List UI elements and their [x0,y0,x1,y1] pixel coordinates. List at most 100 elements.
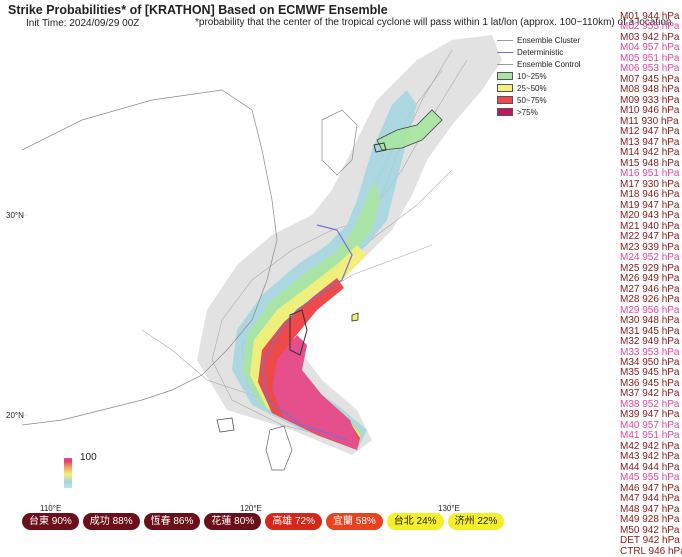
legend-label: 10~25% [517,71,547,81]
legend-label: 50~75% [517,95,547,105]
member-pressure-item: M08 948 hPa [620,84,680,96]
member-pressure-list: M01 944 hPa M02 955 hPa M03 942 hPa M04 957… [620,11,682,557]
member-pressure-item: M50 942 hPa [620,524,680,536]
member-pressure-item: M47 944 hPa [620,493,680,505]
legend-50-75: 50~75% [497,94,581,106]
member-pressure-item: M32 949 hPa [620,336,680,348]
member-pressure-item: M39 947 hPa [620,409,680,421]
member-pressure-item: M03 942 hPa [620,31,680,43]
member-pressure-item: M05 951 hPa [620,52,680,64]
city-probability-badge: 济州 22% [447,513,505,530]
member-pressure-item: M49 928 hPa [620,514,680,526]
member-pressure-item: DET 942 hPa [620,535,680,547]
member-pressure-item: M01 944 hPa [620,11,680,22]
legend-75: >75% [497,106,581,118]
member-pressure-item: M17 930 hPa [620,178,680,190]
member-pressure-item: M48 947 hPa [620,503,680,515]
member-pressure-item: M26 949 hPa [620,273,680,285]
member-pressure-item: M31 945 hPa [620,325,680,337]
island-kyushu [376,109,443,151]
member-pressure-item: M07 945 hPa [620,73,680,85]
coastline-korea [321,109,358,176]
island-taiwan [289,309,308,356]
swatch-10-25 [497,72,513,80]
lon-label: 110°E [40,504,62,513]
member-pressure-item: M28 926 hPa [620,294,680,306]
ensemble-control-swatch [497,63,513,65]
member-pressure-item: M36 945 hPa [620,377,680,389]
deterministic-swatch [497,51,513,53]
swatch-25-50 [497,84,513,92]
member-pressure-item: M18 946 hPa [620,189,680,201]
legend-label: >75% [517,107,538,117]
city-probability-badge: 宜蘭 58% [325,513,383,530]
member-pressure-item: M27 946 hPa [620,283,680,295]
city-probability-badge: 花蓮 80% [204,513,262,530]
member-pressure-item: M40 957 hPa [620,419,680,431]
island-okinawa [351,312,359,322]
probability-note: *probability that the center of the trop… [195,17,672,28]
member-pressure-item: M02 955 hPa [620,21,680,33]
member-pressure-item: M34 950 hPa [620,356,680,368]
member-pressure-item: M35 945 hPa [620,367,680,379]
member-pressure-item: M09 933 hPa [620,94,680,106]
prob-band-75 [272,335,358,450]
member-pressure-item: M44 944 hPa [620,461,680,473]
member-pressure-item: M15 948 hPa [620,157,680,169]
legend-25-50: 25~50% [497,82,581,94]
swatch-50-75 [497,96,513,104]
member-pressure-item: M45 955 hPa [620,472,680,484]
member-pressure-item: M13 947 hPa [620,136,680,148]
member-pressure-item: M30 948 hPa [620,315,680,327]
legend-label: 25~50% [517,83,547,93]
member-pressure-item: M25 929 hPa [620,262,680,274]
legend-10-25: 10~25% [497,70,581,82]
legend-label: Deterministic [517,47,564,57]
probability-colorbar [64,458,72,488]
legend-label: Ensemble Control [517,59,581,69]
member-pressure-item: M12 947 hPa [620,126,680,138]
member-pressure-item: M43 942 hPa [620,451,680,463]
member-pressure-item: M22 947 hPa [620,231,680,243]
city-probability-badges: 台東 90% 成功 88% 恆春 86% 花蓮 80% 高雄 72% 宜蘭 58% 台北 2… [22,513,505,530]
island-jeju [373,142,387,153]
deterministic-track [261,224,353,441]
member-pressure-item: M11 930 hPa [620,115,679,127]
city-probability-badge: 成功 88% [82,513,140,530]
member-pressure-item: M33 953 hPa [620,346,680,358]
map-legend: Ensemble Cluster Deterministic Ensemble … [497,34,581,118]
coastline-china [22,89,278,426]
member-pressure-item: M38 952 hPa [620,398,680,410]
legend-ensemble-cluster: Ensemble Cluster [497,34,581,46]
lon-label: 120°E [240,504,262,513]
member-pressure-item: M20 943 hPa [620,210,680,222]
member-pressure-item: M46 947 hPa [620,482,680,494]
island-hainan [216,417,235,433]
member-pressure-item: M29 956 hPa [620,304,680,316]
member-pressure-item: M41 951 hPa [620,430,680,442]
city-probability-badge: 台北 24% [386,513,444,530]
lat-label: 20°N [6,411,24,420]
member-pressure-item: M06 953 hPa [620,63,680,75]
member-pressure-item: M04 957 hPa [620,42,680,54]
member-pressure-item: M24 952 hPa [620,252,680,264]
member-pressure-item: M37 942 hPa [620,388,680,400]
lat-label: 30°N [6,211,24,220]
legend-ensemble-control: Ensemble Control [497,58,581,70]
legend-label: Ensemble Cluster [517,35,581,45]
member-pressure-item: M42 942 hPa [620,440,680,452]
swatch-75 [497,108,513,116]
member-pressure-item: M10 946 hPa [620,105,680,117]
member-pressure-item: CTRL 946 hPa [620,545,682,557]
legend-deterministic: Deterministic [497,46,581,58]
city-probability-badge: 恆春 86% [143,513,201,530]
city-probability-badge: 高雄 72% [265,513,322,530]
city-probability-badge: 台東 90% [22,513,79,530]
ensemble-cluster-swatch [497,39,513,41]
map-title: Strike Probabilities* of [KRATHON] Based… [8,3,388,17]
member-pressure-item: M21 940 hPa [620,220,680,232]
strike-probability-map [22,35,502,508]
member-pressure-item: M19 947 hPa [620,199,680,211]
member-pressure-item: M14 942 hPa [620,147,680,159]
member-pressure-item: M16 951 hPa [620,168,680,180]
